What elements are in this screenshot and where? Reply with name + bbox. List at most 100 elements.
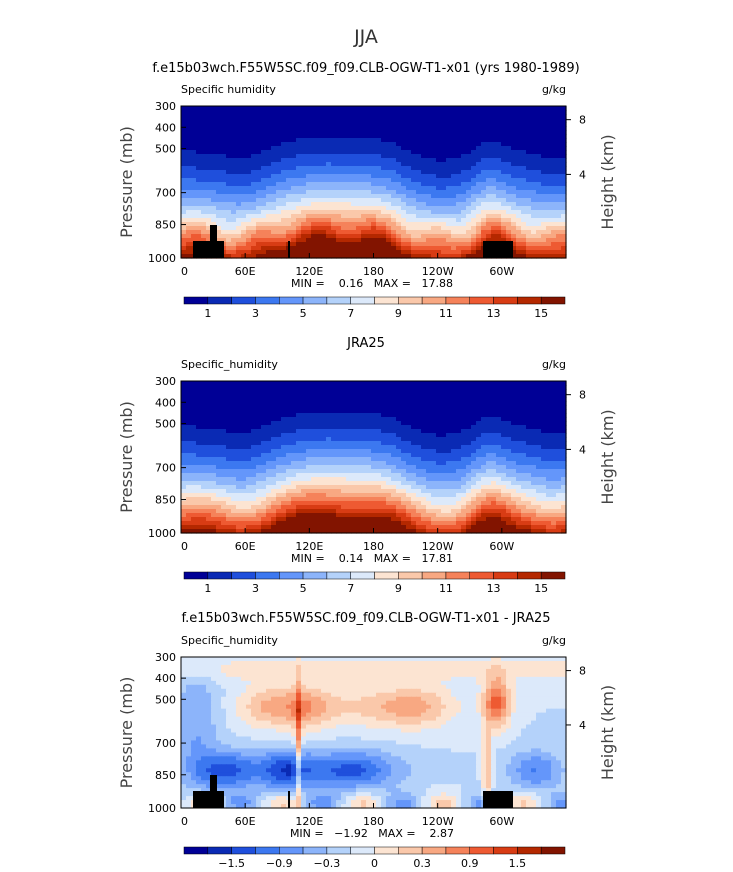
field-cell [376,238,382,243]
field-cell [486,445,492,450]
field-cell [441,134,447,139]
field-cell [411,126,417,131]
field-cell [441,230,447,235]
field-cell [226,222,232,227]
field-cell [371,381,377,386]
field-cell [556,186,562,191]
field-cell [541,230,547,235]
contour-field [181,106,567,259]
field-cell [316,206,322,211]
field-cell [186,445,192,450]
field-cell [551,465,557,470]
field-cell [316,114,322,119]
field-cell [356,413,362,418]
field-cell [386,182,392,187]
field-cell [441,397,447,402]
field-cell [296,230,302,235]
field-cell [541,465,547,470]
field-cell [251,473,257,478]
field-cell [331,194,337,199]
field-cell [521,162,527,167]
field-cell [431,393,437,398]
field-cell [271,242,277,247]
field-cell [341,178,347,183]
field-cell [556,393,562,398]
field-cell [271,142,277,147]
field-cell [356,222,362,227]
field-cell [501,198,507,203]
field-cell [381,250,387,255]
field-cell [321,222,327,227]
field-cell [536,433,542,438]
field-cell [276,110,282,115]
field-cell [316,138,322,143]
field-cell [441,445,447,450]
field-cell [471,234,477,239]
field-cell [301,413,307,418]
field-cell [531,425,537,430]
field-cell [281,254,287,259]
field-cell [376,130,382,135]
field-cell [351,445,357,450]
field-cell [516,122,522,127]
field-cell [451,198,457,203]
field-cell [296,473,302,478]
field-cell [561,118,567,123]
field-cell [366,449,372,454]
field-cell [296,166,302,171]
field-cell [231,441,237,446]
field-cell [286,445,292,450]
field-cell [521,142,527,147]
field-cell [216,421,222,426]
field-cell [341,457,347,462]
field-cell [181,118,187,123]
field-cell [501,234,507,239]
field-cell [321,110,327,115]
field-cell [291,397,297,402]
field-cell [206,401,212,406]
field-cell [211,202,217,207]
field-cell [356,473,362,478]
field-cell [536,182,542,187]
field-cell [416,214,422,219]
field-cell [461,122,467,127]
field-cell [261,210,267,215]
field-cell [456,477,462,482]
field-cell [341,130,347,135]
field-cell [346,154,352,159]
field-cell [351,226,357,231]
field-cell [311,405,317,410]
field-cell [226,182,232,187]
field-cell [301,114,307,119]
field-cell [286,106,292,111]
field-cell [451,186,457,191]
field-cell [421,469,427,474]
field-cell [416,206,422,211]
field-cell [556,202,562,207]
field-cell [301,481,307,486]
field-cell [456,437,462,442]
field-cell [556,150,562,155]
field-cell [511,210,517,215]
field-cell [221,238,227,243]
field-cell [371,198,377,203]
field-cell [356,178,362,183]
field-cell [456,453,462,458]
field-cell [326,170,332,175]
field-cell [491,445,497,450]
field-cell [431,457,437,462]
field-cell [531,210,537,215]
field-cell [501,409,507,414]
field-cell [451,178,457,183]
field-cell [371,441,377,446]
field-cell [276,114,282,119]
field-cell [286,218,292,223]
field-cell [291,154,297,159]
field-cell [506,473,512,478]
field-cell [226,106,232,111]
field-cell [316,409,322,414]
field-cell [531,477,537,482]
field-cell [226,142,232,147]
field-cell [281,226,287,231]
field-cell [236,110,242,115]
